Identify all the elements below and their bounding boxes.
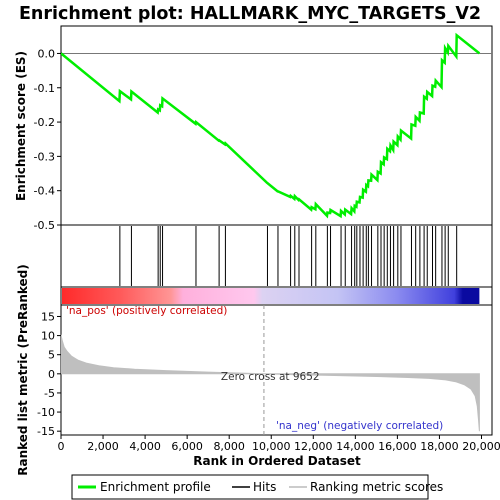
zero-cross-label: Zero cross at 9652 [221,371,320,383]
es-y-tick-label: -0.3 [34,150,55,163]
rank-color-bar-panel [60,286,493,306]
rank-color-bar [62,288,480,304]
metric-panel: -15 -10 -5 0 5 10 15 Zero cross at 9652 'na_po… [16,264,493,476]
hit-lines [119,226,458,286]
x-tick-label: 20,000 [462,440,500,453]
x-tick-label: 0 [58,440,65,453]
x-tick-label: 8,000 [213,440,245,453]
ranking-metric-area [61,334,480,432]
es-panel-frame [60,25,493,226]
legend-label-ranking-metric: Ranking metric scores [310,480,443,494]
chart-title: Enrichment plot: HALLMARK_MYC_TARGETS_V2 [19,4,481,24]
x-tick-label: 6,000 [171,440,203,453]
metric-y-axis-label: Ranked list metric (PreRanked) [16,264,30,476]
legend-label-enrichment-profile: Enrichment profile [100,480,211,494]
legend: Enrichment profile Hits Ranking metric s… [71,474,443,500]
metric-y-tick-label: -10 [37,406,55,419]
es-y-tick-label: -0.2 [34,116,55,129]
metric-y-tick-label: 10 [41,330,55,343]
hits-panel [60,224,493,288]
x-tick-label: 10,000 [252,440,291,453]
positive-correlation-label: 'na_pos' (positively correlated) [66,305,227,317]
metric-y-tick-label: 0 [48,368,55,381]
x-tick-label: 4,000 [129,440,161,453]
es-panel: -0.5 -0.4 -0.3 -0.2 -0.1 0.0 Enrichment score… [14,25,493,232]
x-tick-label: 14,000 [336,440,375,453]
x-tick-label: 18,000 [420,440,459,453]
enrichment-profile-line [61,32,481,219]
es-y-tick-label: -0.1 [34,82,55,95]
metric-y-tick-label: 5 [48,349,55,362]
negative-correlation-label: 'na_neg' (negatively correlated) [276,420,443,432]
metric-y-tick-label: -5 [44,387,55,400]
es-y-tick-label: -0.4 [34,185,55,198]
metric-y-tick-label: 15 [41,310,55,323]
legend-label-hits: Hits [253,480,276,494]
metric-y-tick-label: -15 [37,425,55,438]
x-tick-label: 16,000 [378,440,417,453]
es-y-tick-label: 0.0 [38,47,56,60]
es-y-axis-label: Enrichment score (ES) [14,51,28,201]
x-axis-label: Rank in Ordered Dataset [193,454,361,468]
x-tick-label: 12,000 [294,440,333,453]
es-y-tick-label: -0.5 [34,219,55,232]
x-axis-ticks: 0 2,000 4,000 6,000 8,000 10,000 12,000 14,000 1… [58,435,500,453]
x-tick-label: 2,000 [87,440,119,453]
metric-y-ticks: -15 -10 -5 0 5 10 15 [37,310,61,438]
es-y-ticks: -0.5 -0.4 -0.3 -0.2 -0.1 0.0 [34,47,61,232]
